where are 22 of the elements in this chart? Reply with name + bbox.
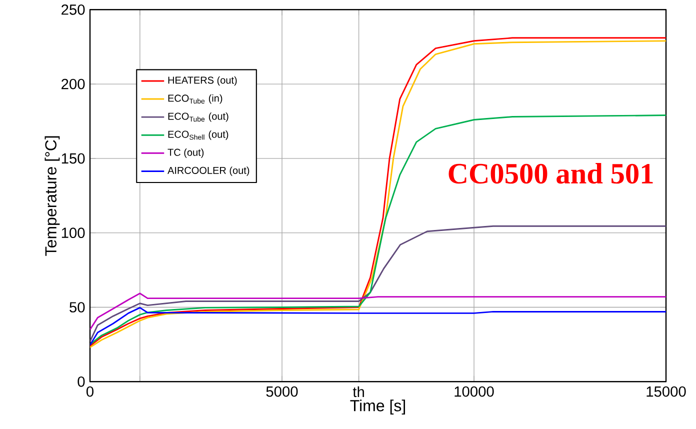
legend-label: AIRCOOLER (out) (168, 166, 250, 176)
y-tick-label: 250 (62, 4, 85, 16)
legend-label: ECO$_{Tube}$ (out) (168, 112, 228, 122)
legend-label: ECO$_{Tube}$ (in) (168, 94, 222, 104)
line-series (90, 307, 666, 346)
y-tick-label: 100 (62, 228, 85, 238)
legend-label: TC (out) (168, 148, 204, 158)
x-tick-label: 15000 (646, 386, 686, 397)
annotation: CC0500 and 501 (448, 163, 653, 184)
x-axis-title: Time [s] (350, 400, 405, 415)
x-tick-label: th (352, 386, 364, 398)
line-series (90, 114, 666, 346)
y-tick-label: 150 (62, 153, 85, 164)
x-tick-label: 0 (86, 386, 94, 397)
y-axis-title: Temperature [°C] (44, 136, 60, 256)
y-tick-label: 200 (62, 79, 85, 90)
x-tick-label: 10000 (454, 386, 494, 397)
y-tick-label: 50 (70, 302, 85, 313)
legend-label: ECO$_{Shell}$ (out) (168, 130, 228, 140)
legend-label: HEATERS (out) (168, 76, 237, 86)
y-tick-label: 0 (78, 376, 85, 388)
x-tick-label: 5000 (266, 386, 298, 397)
